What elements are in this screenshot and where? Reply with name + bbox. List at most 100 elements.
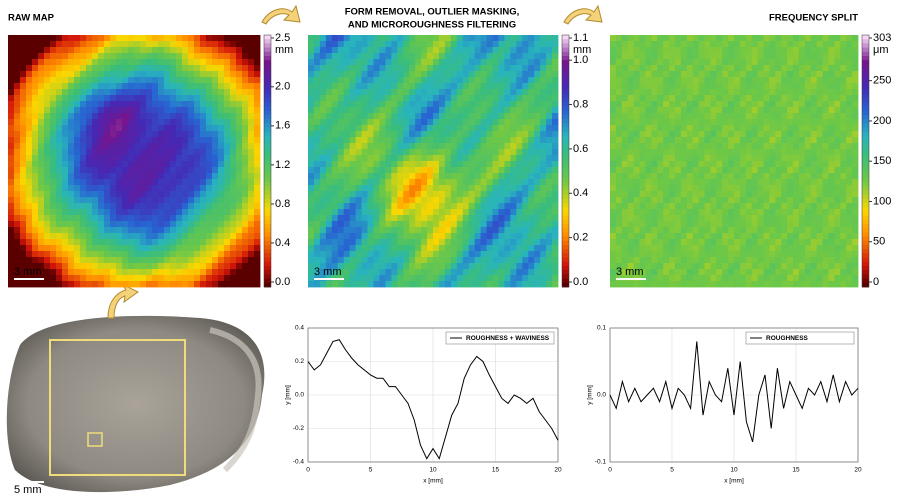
heat-cell	[326, 53, 332, 59]
heat-cell	[110, 161, 116, 167]
heat-cell	[752, 113, 758, 119]
colorbar-cell	[264, 35, 271, 40]
heat-cell	[823, 95, 829, 101]
heat-cell	[828, 47, 834, 53]
heat-cell	[628, 185, 634, 191]
heat-cell	[86, 125, 92, 131]
heat-cell	[451, 263, 457, 269]
heat-cell	[421, 35, 427, 41]
heat-cell	[188, 41, 194, 47]
heat-cell	[350, 239, 356, 245]
heat-cell	[176, 137, 182, 143]
heat-cell	[463, 65, 469, 71]
heat-cell	[122, 125, 128, 131]
heat-cell	[104, 83, 110, 89]
heat-cell	[846, 89, 852, 95]
heat-cell	[834, 125, 840, 131]
heat-cell	[528, 197, 534, 203]
heat-cell	[663, 191, 669, 197]
heat-cell	[14, 143, 20, 149]
heat-cell	[415, 203, 421, 209]
heat-cell	[206, 191, 212, 197]
heat-cell	[764, 119, 770, 125]
heat-cell	[98, 281, 104, 287]
heat-cell	[421, 149, 427, 155]
heat-cell	[427, 89, 433, 95]
heat-cell	[86, 167, 92, 173]
heat-cell	[338, 143, 344, 149]
heat-cell	[44, 275, 50, 281]
heat-cell	[722, 65, 728, 71]
heat-cell	[769, 137, 775, 143]
heat-cell	[350, 53, 356, 59]
colorbar-tick-label: 2.5	[275, 32, 290, 44]
heat-cell	[415, 137, 421, 143]
heat-cell	[805, 101, 811, 107]
heat-cell	[368, 197, 374, 203]
heat-cell	[391, 179, 397, 185]
heat-cell	[409, 35, 415, 41]
heat-cell	[622, 71, 628, 77]
heat-cell	[26, 149, 32, 155]
heat-cell	[26, 173, 32, 179]
heat-cell	[516, 149, 522, 155]
heat-cell	[182, 227, 188, 233]
heat-cell	[397, 227, 403, 233]
heat-cell	[254, 89, 260, 95]
heat-cell	[681, 215, 687, 221]
heat-cell	[510, 269, 516, 275]
heat-cell	[781, 47, 787, 53]
heat-cell	[326, 101, 332, 107]
heat-cell	[498, 275, 504, 281]
heat-cell	[134, 137, 140, 143]
heat-cell	[248, 131, 254, 137]
heat-cell	[823, 35, 829, 41]
heat-cell	[170, 131, 176, 137]
heat-cell	[775, 209, 781, 215]
heat-cell	[710, 155, 716, 161]
heat-cell	[522, 155, 528, 161]
heat-cell	[14, 89, 20, 95]
heat-cell	[326, 137, 332, 143]
heat-cell	[344, 137, 350, 143]
heat-cell	[769, 83, 775, 89]
heat-cell	[728, 77, 734, 83]
heat-cell	[326, 77, 332, 83]
heat-cell	[391, 197, 397, 203]
heat-cell	[823, 197, 829, 203]
heat-cell	[146, 65, 152, 71]
heat-cell	[840, 203, 846, 209]
heat-cell	[385, 143, 391, 149]
heat-cell	[397, 107, 403, 113]
heat-cell	[320, 71, 326, 77]
heat-cell	[236, 263, 242, 269]
heat-cell	[170, 53, 176, 59]
heat-cell	[687, 167, 693, 173]
heat-cell	[212, 239, 218, 245]
heat-cell	[546, 131, 552, 137]
heat-cell	[128, 209, 134, 215]
heat-cell	[373, 167, 379, 173]
heat-cell	[475, 95, 481, 101]
heat-cell	[740, 107, 746, 113]
heat-cell	[487, 149, 493, 155]
heat-cell	[230, 167, 236, 173]
heat-cell	[56, 167, 62, 173]
heat-cell	[728, 155, 734, 161]
heat-cell	[122, 137, 128, 143]
heat-cell	[92, 65, 98, 71]
heat-cell	[134, 215, 140, 221]
heat-cell	[758, 101, 764, 107]
heat-cell	[332, 41, 338, 47]
heat-cell	[20, 251, 26, 257]
heat-cell	[188, 125, 194, 131]
heat-cell	[510, 281, 516, 287]
heat-cell	[823, 113, 829, 119]
heat-cell	[128, 77, 134, 83]
heat-cell	[805, 71, 811, 77]
heat-cell	[373, 239, 379, 245]
heat-cell	[170, 185, 176, 191]
heat-cell	[194, 185, 200, 191]
heat-cell	[128, 269, 134, 275]
heat-cell	[56, 185, 62, 191]
